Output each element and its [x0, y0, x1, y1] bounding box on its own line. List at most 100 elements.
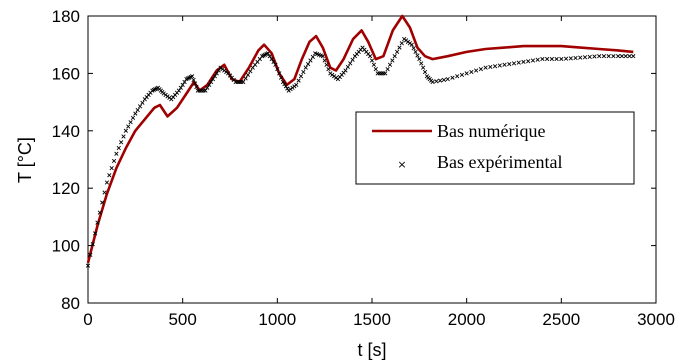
data-point-experimental	[343, 68, 348, 73]
data-point-experimental	[385, 66, 390, 72]
data-point-experimental	[592, 54, 597, 59]
data-point-experimental	[417, 56, 422, 62]
data-point-experimental	[474, 68, 479, 73]
data-point-experimental	[191, 77, 196, 82]
data-point-experimental	[611, 54, 616, 59]
data-point-experimental	[371, 62, 377, 67]
legend: Bas numérique × Bas expérimental	[355, 111, 635, 185]
data-point-experimental	[140, 100, 145, 105]
data-point-experimental	[296, 78, 301, 83]
data-point-experimental	[203, 88, 208, 93]
data-point-experimental	[277, 71, 282, 76]
data-point-experimental	[568, 56, 573, 61]
x-tick-label: 2000	[448, 310, 486, 329]
data-point-experimental	[100, 200, 105, 205]
data-point-experimental	[367, 54, 373, 59]
data-point-experimental	[415, 53, 420, 58]
data-point-experimental	[119, 140, 124, 145]
data-point-experimental	[563, 56, 569, 61]
data-point-experimental	[111, 158, 117, 164]
data-point-experimental	[298, 74, 304, 79]
data-point-experimental	[507, 61, 512, 67]
data-point-experimental	[135, 107, 140, 113]
data-point-experimental	[434, 79, 439, 84]
data-point-experimental	[283, 84, 288, 89]
data-point-experimental	[324, 62, 329, 67]
data-point-experimental	[126, 124, 131, 129]
y-tick-label: 160	[52, 64, 80, 83]
data-point-experimental	[545, 56, 550, 62]
data-point-experimental	[133, 111, 138, 116]
data-point-experimental	[322, 58, 327, 63]
data-point-experimental	[97, 210, 102, 215]
data-point-experimental	[210, 77, 216, 82]
data-point-experimental	[623, 54, 628, 59]
data-point-experimental	[587, 54, 592, 60]
data-point-experimental	[265, 51, 270, 56]
data-point-experimental	[107, 173, 112, 178]
data-point-experimental	[394, 49, 400, 54]
data-point-experimental	[430, 79, 435, 85]
data-point-experimental	[178, 85, 183, 90]
data-point-experimental	[421, 65, 426, 70]
x-axis-label: t [s]	[357, 340, 386, 360]
data-point-experimental	[397, 45, 402, 50]
data-point-experimental	[392, 54, 397, 59]
series-line-numerique	[86, 14, 634, 264]
data-point-experimental	[413, 49, 418, 54]
data-point-experimental	[267, 54, 272, 59]
data-point-experimental	[521, 59, 526, 65]
data-point-experimental	[540, 56, 545, 62]
data-point-experimental	[303, 65, 308, 70]
data-point-experimental	[114, 151, 119, 156]
data-point-experimental	[95, 220, 100, 225]
data-point-experimental	[390, 58, 395, 63]
data-point-experimental	[573, 55, 578, 61]
data-point-experimental	[387, 62, 393, 67]
y-tick-label: 80	[61, 294, 80, 313]
data-point-experimental	[310, 54, 315, 60]
data-point-experimental	[182, 79, 187, 85]
data-point-experimental	[597, 54, 602, 59]
x-tick-label: 1500	[353, 310, 391, 329]
data-point-experimental	[488, 64, 493, 70]
data-point-experimental	[130, 115, 136, 121]
data-point-experimental	[369, 58, 375, 63]
data-point-experimental	[208, 79, 214, 85]
data-point-experimental	[121, 134, 126, 139]
data-point-experimental	[511, 61, 517, 66]
data-point-experimental	[445, 77, 450, 82]
data-point-experimental	[320, 54, 325, 59]
data-point-experimental	[301, 69, 306, 75]
data-point-experimental	[530, 58, 536, 63]
data-point-experimental	[549, 56, 554, 62]
data-point-experimental	[102, 190, 107, 195]
data-point-experimental	[459, 72, 465, 77]
data-point-experimental	[294, 82, 299, 87]
data-point-experimental	[478, 66, 483, 72]
data-point-experimental	[137, 104, 143, 109]
data-point-experimental	[279, 75, 284, 80]
data-point-experimental	[269, 56, 274, 62]
data-point-experimental	[438, 78, 443, 83]
data-point-experimental	[578, 55, 583, 60]
data-point-experimental	[526, 59, 531, 64]
data-point-experimental	[190, 74, 195, 79]
data-point-experimental	[464, 71, 469, 76]
data-point-experimental	[409, 42, 414, 47]
y-tick-label: 140	[52, 122, 80, 141]
data-point-experimental	[128, 120, 133, 125]
x-tick-label: 0	[83, 310, 92, 329]
data-point-experimental	[241, 79, 246, 85]
data-point-experimental	[348, 61, 353, 66]
data-point-experimental	[104, 180, 110, 185]
data-point-experimental	[123, 128, 128, 133]
data-point-experimental	[350, 57, 355, 62]
y-tick-label: 100	[52, 237, 80, 256]
data-point-experimental	[516, 60, 521, 65]
data-point-experimental	[275, 66, 280, 72]
series-layer	[85, 14, 636, 268]
x-tick-label: 2500	[542, 310, 580, 329]
data-point-experimental	[248, 69, 253, 74]
